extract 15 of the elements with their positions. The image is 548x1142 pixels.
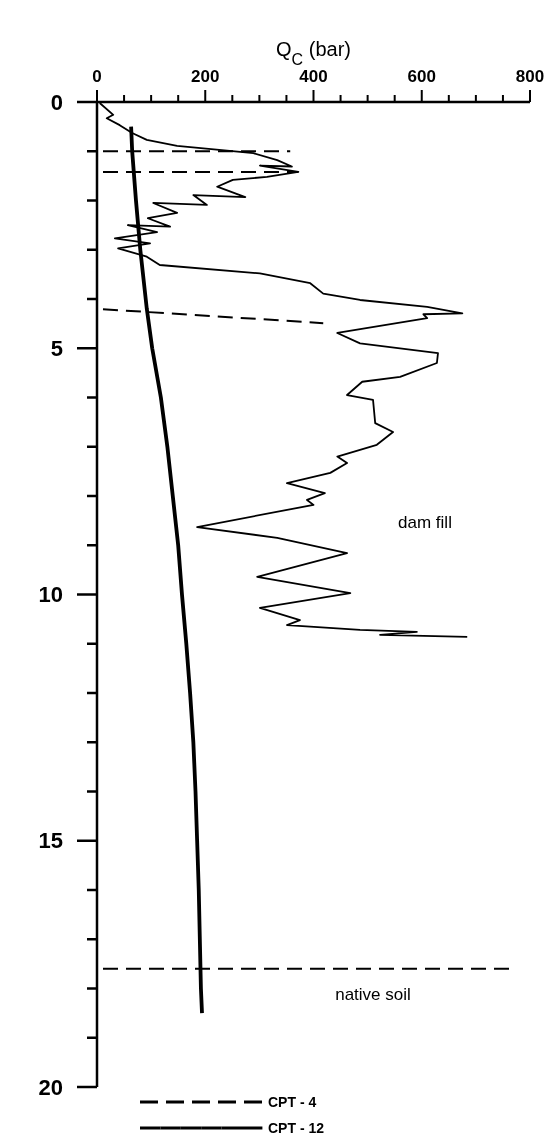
y-tick-label: 0	[50, 89, 63, 115]
x-tick-label: 0	[92, 67, 102, 86]
x-tick-label: 200	[191, 67, 220, 86]
x-axis-title: Q$_{C}$ (bar)	[276, 38, 351, 68]
y-tick-label: 5	[50, 335, 63, 361]
x-tick-label: 800	[515, 67, 545, 86]
annotation: native soil	[335, 985, 411, 1004]
y-tick-label: 15	[38, 828, 63, 854]
y-tick-label: 20	[38, 1074, 63, 1100]
x-tick-label: 600	[407, 67, 436, 86]
legend-label: CPT - 12	[268, 1119, 325, 1136]
y-tick-label: 10	[38, 582, 63, 608]
legend-label: CPT - 4	[268, 1093, 317, 1110]
x-tick-label: 400	[299, 67, 328, 86]
annotation: dam fill	[398, 513, 452, 532]
